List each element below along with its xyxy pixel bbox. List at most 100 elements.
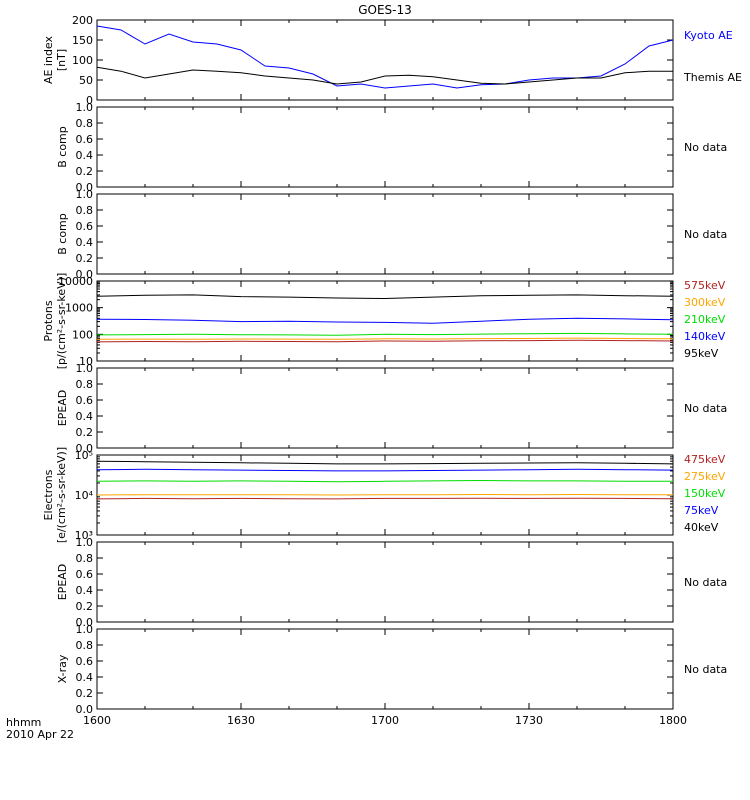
legend-electrons-2: 150keV — [684, 487, 726, 500]
y-tick-label-ae-4: 200 — [72, 14, 93, 27]
chart-title: GOES-13 — [358, 3, 412, 17]
y-tick-label-protons-0: 10 — [79, 355, 93, 368]
legend-electrons-3: 75keV — [684, 504, 719, 517]
legend-protons-4: 95keV — [684, 347, 719, 360]
y-tick-label-b2-4: 0.8 — [76, 204, 94, 217]
series-line-protons-4 — [96, 294, 674, 300]
y-tick-label-ae-1: 50 — [79, 74, 93, 87]
y-tick-label-xray-0: 0.0 — [76, 703, 94, 716]
y-tick-label-b2-1: 0.2 — [76, 252, 94, 265]
y-tick-label-b2-5: 1.0 — [76, 188, 94, 201]
y-tick-label-protons-3: 10000 — [58, 275, 93, 288]
y-axis-label-protons-0: Protons — [42, 300, 55, 341]
y-tick-label-epead1-1: 0.2 — [76, 426, 94, 439]
y-tick-label-epead2-2: 0.4 — [76, 584, 94, 597]
y-tick-label-xray-1: 0.2 — [76, 687, 94, 700]
y-axis-label-b1-0: B comp — [56, 126, 69, 168]
legend-electrons-4: 40keV — [684, 521, 719, 534]
x-corner-label-date: 2010 Apr 22 — [6, 728, 74, 741]
x-tick-label-4: 1800 — [659, 714, 687, 727]
legend-ae-0: Kyoto AE — [684, 29, 733, 42]
x-corner-label-hhmm: hhmm — [6, 716, 41, 729]
panel-epead2: 0.0 0.2 0.4 0.6 0.8 1.0 EPEAD No data — [56, 536, 727, 629]
y-tick-label-epead1-2: 0.4 — [76, 410, 94, 423]
x-tick-label-1: 1630 — [227, 714, 255, 727]
series-line-protons-1 — [96, 337, 674, 340]
y-tick-label-xray-3: 0.6 — [76, 655, 94, 668]
series-line-protons-0 — [96, 339, 674, 343]
y-axis-label-electrons-1: [e/(cm²-s-sr-keV)] — [55, 447, 68, 543]
y-axis-label-epead2-0: EPEAD — [56, 564, 69, 601]
y-axis-label-ae-1: [nT] — [55, 49, 68, 71]
series-line-electrons-4 — [96, 460, 674, 465]
panel-frame-b1 — [96, 106, 674, 188]
y-tick-label-protons-1: 100 — [72, 328, 93, 341]
x-tick-label-0: 1600 — [83, 714, 111, 727]
y-tick-label-electrons-1: 10⁴ — [75, 489, 94, 502]
legend-electrons-0: 475keV — [684, 453, 726, 466]
y-tick-label-epead2-5: 1.0 — [76, 536, 94, 549]
panel-frame-epead1 — [96, 367, 674, 449]
legend-ae-1: Themis AE — [683, 71, 742, 84]
panel-b2: 0.0 0.2 0.4 0.6 0.8 1.0 B comp No data — [56, 188, 727, 281]
series-line-ae-1 — [96, 66, 673, 85]
y-tick-label-b1-2: 0.4 — [76, 149, 94, 162]
y-tick-label-b1-3: 0.6 — [76, 133, 94, 146]
no-data-label-epead1: No data — [684, 402, 727, 415]
y-axis-label-electrons-0: Electrons — [42, 469, 55, 520]
y-tick-label-protons-2: 1000 — [65, 302, 93, 315]
y-tick-label-ae-3: 150 — [72, 34, 93, 47]
y-tick-label-epead1-3: 0.6 — [76, 394, 94, 407]
series-line-electrons-0 — [96, 497, 674, 500]
y-tick-label-epead2-1: 0.2 — [76, 600, 94, 613]
y-tick-label-xray-2: 0.4 — [76, 671, 94, 684]
legend-protons-1: 300keV — [684, 296, 726, 309]
y-axis-label-xray-0: X-ray — [56, 654, 69, 683]
series-line-ae-0 — [96, 25, 674, 89]
series-line-electrons-2 — [96, 479, 673, 483]
y-tick-label-electrons-2: 10⁵ — [75, 449, 93, 462]
panel-b1: 0.0 0.2 0.4 0.6 0.8 1.0 B comp No data — [56, 101, 727, 194]
series-line-electrons-1 — [96, 493, 674, 496]
no-data-label-b2: No data — [684, 228, 727, 241]
panel-frame-epead2 — [96, 541, 674, 623]
series-line-protons-2 — [96, 332, 674, 336]
panel-frame-b2 — [96, 193, 674, 275]
y-axis-label-b2-0: B comp — [56, 213, 69, 255]
y-axis-label-ae-0: AE index — [42, 35, 55, 84]
y-tick-label-epead2-0: 0.0 — [76, 616, 94, 629]
x-tick-label-3: 1730 — [515, 714, 543, 727]
y-tick-label-epead1-4: 0.8 — [76, 378, 94, 391]
y-tick-label-xray-4: 0.8 — [76, 639, 94, 652]
no-data-label-epead2: No data — [684, 576, 727, 589]
y-tick-label-b2-2: 0.4 — [76, 236, 94, 249]
y-tick-label-ae-0: 0 — [86, 94, 93, 107]
legend-protons-3: 140keV — [684, 330, 726, 343]
y-tick-label-b2-3: 0.6 — [76, 220, 94, 233]
y-tick-label-b1-5: 1.0 — [76, 101, 94, 114]
y-tick-label-ae-2: 100 — [72, 54, 93, 67]
y-tick-label-b2-0: 0.0 — [76, 268, 94, 281]
panel-epead1: 0.0 0.2 0.4 0.6 0.8 1.0 EPEAD No data — [56, 362, 727, 455]
panels-group: 0 50 100 150 200 AE index [nT] Kyoto AE Themis A… — [42, 14, 742, 727]
y-tick-label-xray-5: 1.0 — [76, 623, 94, 636]
panel-xray: 0.0 0.2 0.4 0.6 0.8 1.0 X-ray No data — [56, 623, 727, 716]
y-tick-label-epead1-0: 0.0 — [76, 442, 94, 455]
legend-electrons-1: 275keV — [684, 470, 726, 483]
panel-ae: 0 50 100 150 200 AE index [nT] Kyoto AE Themis A… — [42, 14, 742, 107]
series-line-protons-3 — [96, 317, 674, 324]
series-line-electrons-3 — [96, 468, 674, 472]
panel-electrons: 10³ 10⁴ 10⁵ Electrons [e/(cm²-s-sr-keV)] 475k… — [42, 447, 726, 543]
legend-protons-0: 575keV — [684, 279, 726, 292]
y-tick-label-electrons-0: 10³ — [75, 529, 93, 542]
y-tick-label-b1-1: 0.2 — [76, 165, 94, 178]
y-axis-label-epead1-0: EPEAD — [56, 390, 69, 427]
no-data-label-xray: No data — [684, 663, 727, 676]
y-tick-label-b1-0: 0.0 — [76, 181, 94, 194]
no-data-label-b1: No data — [684, 141, 727, 154]
panel-frame-protons — [96, 280, 674, 362]
panel-frame-xray — [96, 628, 674, 710]
x-tick-label-2: 1700 — [371, 714, 399, 727]
